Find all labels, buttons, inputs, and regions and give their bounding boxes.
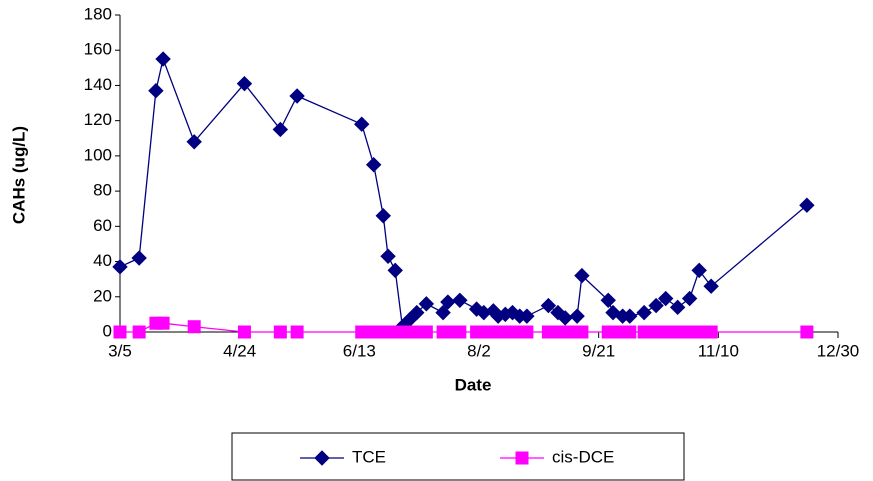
- data-point: [704, 325, 718, 339]
- data-point: [799, 197, 815, 213]
- data-point: [540, 297, 557, 314]
- data-point: [520, 325, 534, 339]
- data-point: [574, 267, 590, 284]
- data-point: [441, 325, 455, 339]
- x-tick-label: 12/30: [817, 341, 860, 360]
- data-point: [691, 262, 707, 279]
- data-point: [557, 310, 573, 326]
- y-tick-label: 80: [93, 181, 112, 200]
- data-point: [419, 325, 433, 339]
- y-tick-label: 100: [84, 145, 112, 164]
- y-tick-label: 140: [84, 75, 112, 94]
- data-point: [637, 325, 651, 339]
- data-point: [156, 316, 170, 330]
- data-point: [569, 308, 585, 324]
- data-point: [440, 294, 456, 310]
- data-point: [418, 296, 435, 312]
- data-point: [435, 304, 451, 321]
- y-tick-label: 0: [103, 321, 112, 340]
- data-point: [671, 325, 685, 339]
- x-tick-label: 6/13: [343, 341, 376, 360]
- data-point: [657, 290, 674, 307]
- y-tick-label: 40: [93, 251, 112, 270]
- data-point: [375, 208, 391, 224]
- legend-label: cis-DCE: [552, 447, 614, 466]
- data-point: [273, 325, 287, 339]
- y-tick-label: 20: [93, 286, 112, 305]
- legend-label: TCE: [352, 447, 386, 466]
- y-axis-title: CAHs (ug/L): [9, 126, 28, 224]
- data-point: [354, 116, 370, 132]
- data-point: [237, 325, 251, 339]
- data-point: [636, 304, 652, 321]
- data-point: [648, 297, 664, 314]
- x-tick-label: 8/2: [467, 341, 491, 360]
- data-point: [600, 292, 616, 309]
- data-point: [409, 304, 425, 321]
- data-point: [452, 292, 468, 309]
- data-point: [659, 325, 673, 339]
- data-point: [453, 325, 467, 339]
- data-point: [669, 299, 686, 316]
- legend-box: [231, 432, 685, 481]
- data-point: [800, 325, 814, 339]
- data-point: [703, 278, 719, 294]
- data-point: [380, 248, 396, 264]
- data-point: [132, 325, 146, 339]
- y-tick-label: 60: [93, 216, 112, 235]
- y-tick-label: 160: [84, 40, 112, 59]
- y-tick-label: 180: [84, 4, 112, 23]
- data-point: [622, 308, 638, 324]
- data-point: [519, 308, 535, 324]
- data-point: [289, 88, 305, 104]
- legend-marker: [314, 450, 330, 466]
- data-point: [236, 75, 253, 92]
- data-point: [355, 325, 369, 339]
- data-point: [272, 121, 289, 138]
- data-point: [365, 156, 382, 173]
- data-point: [112, 259, 128, 275]
- data-point: [148, 83, 164, 99]
- x-tick-label: 3/5: [108, 341, 132, 360]
- data-point: [681, 290, 698, 307]
- x-tick-label: 4/24: [223, 341, 256, 360]
- data-point: [692, 325, 706, 339]
- data-point: [131, 250, 147, 266]
- y-tick-label: 120: [84, 110, 112, 129]
- x-tick-label: 11/10: [698, 341, 739, 360]
- data-point: [187, 320, 201, 334]
- x-tick-label: 9/21: [582, 341, 615, 360]
- legend-marker: [515, 451, 529, 465]
- data-point: [186, 134, 202, 150]
- data-point: [155, 51, 171, 67]
- data-point: [575, 325, 589, 339]
- x-axis-title: Date: [455, 375, 492, 394]
- data-point: [387, 262, 403, 279]
- data-point: [623, 325, 637, 339]
- data-point: [290, 325, 304, 339]
- data-point: [558, 325, 572, 339]
- data-point: [113, 325, 127, 339]
